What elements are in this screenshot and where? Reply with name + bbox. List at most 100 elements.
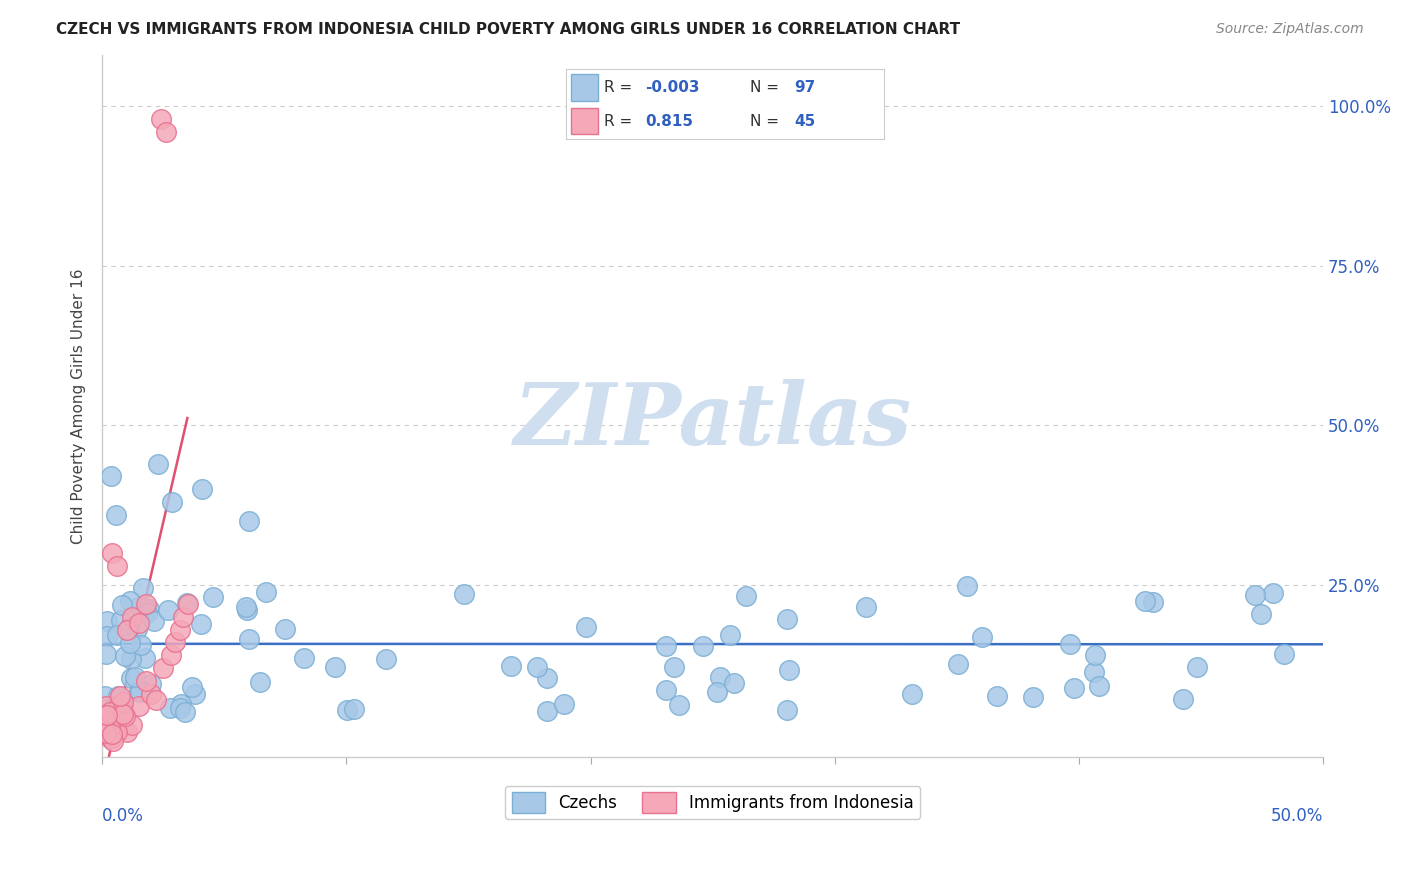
Point [152, 661, 174, 675]
Point [148, 457, 170, 471]
Point [855, 599, 877, 614]
Point [254, 585, 277, 599]
Point [96, 647, 118, 661]
Point [110, 613, 132, 627]
Point [1063, 681, 1085, 695]
Point [105, 628, 128, 642]
Point [183, 687, 205, 701]
Point [235, 599, 257, 614]
Point [134, 600, 156, 615]
Point [98, 718, 121, 732]
Point [160, 495, 183, 509]
Point [128, 599, 150, 614]
Point [115, 623, 138, 637]
Point [101, 546, 124, 560]
Point [101, 727, 124, 741]
Point [1083, 665, 1105, 680]
Point [536, 671, 558, 685]
Point [1022, 690, 1045, 705]
Point [1185, 660, 1208, 674]
Point [96, 707, 118, 722]
Point [946, 657, 969, 672]
Point [1059, 637, 1081, 651]
Point [986, 689, 1008, 703]
Point [238, 514, 260, 528]
Point [901, 687, 924, 701]
Point [236, 602, 259, 616]
Point [105, 508, 128, 522]
Point [103, 724, 125, 739]
Point [169, 701, 191, 715]
Point [131, 684, 153, 698]
Point [202, 590, 225, 604]
Point [1084, 648, 1107, 662]
Point [128, 684, 150, 698]
Point [374, 652, 396, 666]
Point [536, 704, 558, 718]
Point [778, 664, 800, 678]
Point [132, 581, 155, 595]
Point [249, 674, 271, 689]
Point [120, 635, 142, 649]
Point [343, 702, 366, 716]
Point [526, 659, 548, 673]
Point [112, 707, 135, 722]
Point [105, 724, 128, 739]
Point [706, 685, 728, 699]
Point [105, 712, 128, 726]
Point [238, 632, 260, 647]
Text: 50.0%: 50.0% [1271, 806, 1323, 824]
Point [98, 731, 121, 746]
Point [145, 693, 167, 707]
Point [111, 698, 134, 713]
Point [118, 621, 141, 635]
Point [720, 628, 742, 642]
Point [138, 602, 160, 616]
Point [176, 597, 198, 611]
Point [1173, 692, 1195, 706]
Point [180, 681, 202, 695]
Point [96, 629, 118, 643]
Legend: Czechs, Immigrants from Indonesia: Czechs, Immigrants from Indonesia [505, 786, 921, 819]
Point [575, 620, 598, 634]
Point [129, 638, 152, 652]
Point [709, 670, 731, 684]
Text: 0.0%: 0.0% [103, 806, 143, 824]
Point [776, 611, 799, 625]
Point [156, 602, 179, 616]
Point [734, 590, 756, 604]
Point [101, 718, 124, 732]
Point [105, 558, 128, 573]
Point [1250, 607, 1272, 622]
Point [323, 660, 346, 674]
Text: CZECH VS IMMIGRANTS FROM INDONESIA CHILD POVERTY AMONG GIRLS UNDER 16 CORRELATIO: CZECH VS IMMIGRANTS FROM INDONESIA CHILD… [56, 22, 960, 37]
Point [155, 125, 177, 139]
Point [173, 705, 195, 719]
Point [970, 631, 993, 645]
Point [101, 731, 124, 746]
Point [121, 718, 143, 732]
Point [1133, 594, 1156, 608]
Point [143, 614, 166, 628]
Point [553, 697, 575, 711]
Point [98, 721, 121, 735]
Point [135, 673, 157, 688]
Point [115, 724, 138, 739]
Point [190, 483, 212, 497]
Point [118, 594, 141, 608]
Point [668, 698, 690, 712]
Point [111, 718, 134, 732]
Point [97, 724, 120, 739]
Point [1243, 588, 1265, 602]
Point [1088, 679, 1111, 693]
Point [655, 682, 678, 697]
Point [94, 698, 117, 713]
Point [121, 652, 143, 666]
Point [103, 700, 125, 714]
Point [114, 708, 136, 723]
Point [169, 623, 191, 637]
Point [124, 670, 146, 684]
Point [723, 676, 745, 690]
Point [128, 616, 150, 631]
Point [120, 671, 142, 685]
